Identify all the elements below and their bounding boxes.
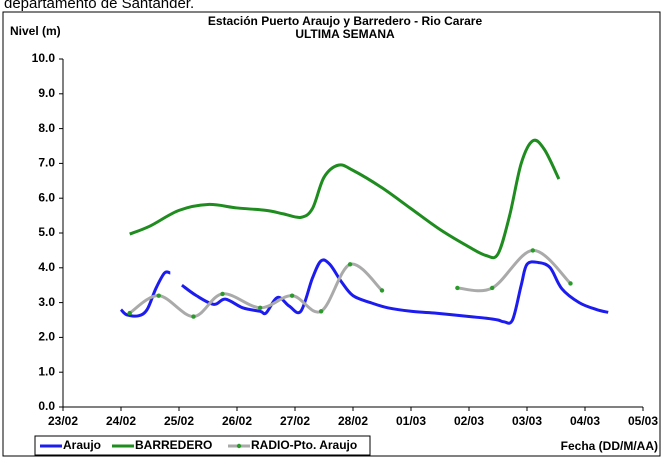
x-tick-label: 01/03	[396, 414, 426, 428]
y-tick-label: 3.0	[38, 295, 55, 309]
series-marker	[530, 248, 535, 253]
series-marker	[490, 285, 495, 291]
series-line	[129, 138, 561, 260]
legend-label: RADIO-Pto. Araujo	[251, 438, 357, 452]
series-marker	[127, 310, 132, 316]
x-tick-label: 25/02	[164, 414, 194, 428]
legend-label: BARREDERO	[135, 438, 212, 452]
x-tick-label: 04/03	[570, 414, 600, 428]
y-axis-label: Nivel (m)	[10, 24, 61, 38]
x-tick-label: 28/02	[338, 414, 368, 428]
chart-title: Estación Puerto Araujo y Barredero - Rio…	[208, 14, 483, 28]
series-marker	[156, 293, 161, 298]
y-tick-label: 1.0	[38, 364, 55, 378]
y-tick-label: 0.0	[38, 399, 55, 413]
series-line	[181, 258, 609, 325]
y-tick-label: 2.0	[38, 330, 55, 344]
legend-marker	[236, 443, 242, 449]
x-tick-label: 26/02	[222, 414, 252, 428]
header-text: departamento de Santander.	[4, 0, 194, 12]
y-tick-label: 5.0	[38, 225, 55, 239]
series-line	[119, 270, 171, 318]
series-marker	[191, 314, 196, 319]
series-marker	[455, 285, 460, 291]
legend	[34, 435, 371, 456]
y-tick-label: 10.0	[32, 51, 56, 65]
x-tick-label: 23/02	[48, 414, 78, 428]
x-tick-label: 24/02	[106, 414, 136, 428]
series-line	[457, 248, 572, 293]
series-marker	[568, 281, 573, 286]
y-tick-label: 7.0	[38, 156, 55, 170]
series-marker	[379, 288, 385, 293]
y-tick-label: 8.0	[38, 121, 55, 135]
legend-label: Araujo	[63, 438, 101, 452]
series-marker	[289, 293, 295, 298]
series-marker	[258, 305, 263, 311]
x-tick-label: 05/03	[628, 414, 658, 428]
chart-subtitle: ULTIMA SEMANA	[295, 27, 395, 41]
chart-frame	[2, 11, 661, 457]
series-marker	[318, 309, 324, 314]
x-tick-label: 03/03	[512, 414, 542, 428]
x-tick-label: 27/02	[280, 414, 310, 428]
y-tick-label: 9.0	[38, 86, 55, 100]
y-tick-label: 6.0	[38, 190, 55, 204]
x-axis-label: Fecha (DD/M/AA)	[561, 439, 658, 453]
series-marker	[220, 291, 225, 297]
series-marker	[347, 262, 353, 267]
x-tick-label: 02/03	[454, 414, 484, 428]
y-tick-label: 4.0	[38, 260, 55, 274]
